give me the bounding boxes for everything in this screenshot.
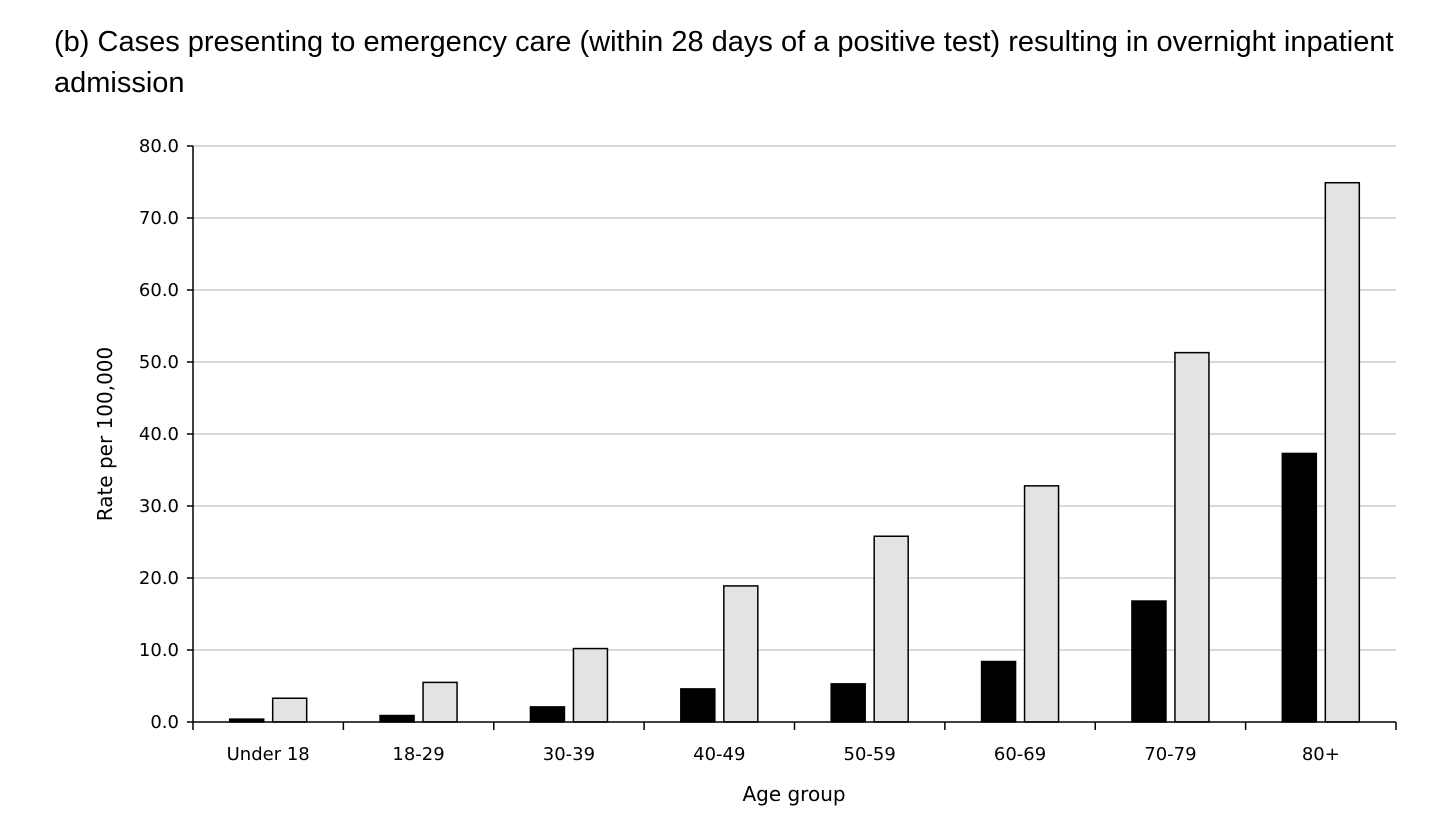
gridlines xyxy=(193,145,1396,651)
bar-series-1 xyxy=(680,688,716,723)
chart-caption: (b) Cases presenting to emergency care (… xyxy=(54,26,1394,99)
x-tick-label: Under 18 xyxy=(227,744,310,765)
axes: 0.0 10.0 20.0 30.0 40.0 50.0 60.0 70.0 80.0 Under… xyxy=(139,136,1397,765)
y-tick-label: 80.0 xyxy=(139,136,179,157)
bar-series-2 xyxy=(873,535,909,723)
x-tick-label: 50-59 xyxy=(844,744,896,765)
y-tick-label: 50.0 xyxy=(139,352,179,373)
x-axis-title: Age group xyxy=(742,782,845,806)
y-tick-label: 40.0 xyxy=(139,424,179,445)
y-tick-label: 60.0 xyxy=(139,280,179,301)
x-tick-label: 60-69 xyxy=(994,744,1046,765)
bars xyxy=(228,181,1361,723)
bar-series-2 xyxy=(572,647,609,723)
bar-series-2 xyxy=(1023,485,1060,723)
bar-series-2 xyxy=(723,585,759,723)
bar-series-2 xyxy=(1324,181,1361,723)
bar-series-1 xyxy=(379,714,415,723)
x-tick-label: 40-49 xyxy=(693,744,745,765)
x-tick-label: 30-39 xyxy=(543,744,595,765)
y-tick-label: 20.0 xyxy=(139,568,179,589)
bar-series-2 xyxy=(422,681,458,723)
y-tick-label: 70.0 xyxy=(139,208,179,229)
bar-series-1 xyxy=(1281,452,1318,723)
bar-series-1 xyxy=(529,706,566,723)
bar-series-2 xyxy=(1174,351,1210,723)
x-tick-label: 18-29 xyxy=(392,744,444,765)
bar-series-1 xyxy=(980,660,1017,723)
bar-series-2 xyxy=(271,697,308,723)
x-tick-label: 70-79 xyxy=(1144,744,1196,765)
x-tick-label: 80+ xyxy=(1302,744,1340,765)
bar-series-1 xyxy=(830,683,866,723)
y-tick-label: 30.0 xyxy=(139,496,179,517)
bar-series-1 xyxy=(1131,600,1167,723)
y-axis-title: Rate per 100,000 xyxy=(93,347,117,522)
y-tick-label: 0.0 xyxy=(150,712,179,733)
y-tick-label: 10.0 xyxy=(139,640,179,661)
